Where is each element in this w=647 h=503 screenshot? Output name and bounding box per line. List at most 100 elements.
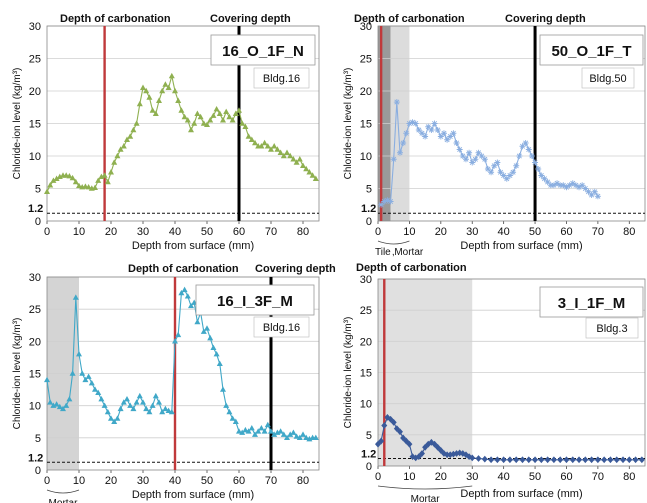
region-label: Mortar	[49, 498, 79, 503]
x-tick-label: 40	[498, 226, 510, 238]
data-point	[258, 424, 265, 431]
data-point	[456, 146, 463, 153]
panel-label: 50_O_1F_T	[551, 43, 631, 60]
data-point	[506, 172, 513, 179]
x-tick-label: 10	[73, 475, 85, 487]
threshold-label: 1.2	[28, 203, 43, 215]
data-point	[497, 169, 504, 176]
data-point	[60, 405, 66, 412]
data-point	[415, 127, 422, 133]
data-point	[453, 450, 460, 457]
data-point	[572, 182, 579, 189]
x-tick-label: 30	[466, 471, 478, 483]
data-point	[143, 87, 150, 94]
y-tick-label: 15	[360, 119, 372, 131]
plot-frame	[46, 276, 320, 471]
y-tick-label: 10	[360, 399, 372, 411]
data-point	[210, 112, 217, 118]
y-axis-label: Chloride-ion level (kg/m³)	[12, 318, 23, 430]
x-tick-label: 70	[265, 226, 277, 238]
data-point	[181, 113, 188, 120]
data-point	[188, 126, 194, 133]
data-point	[434, 127, 441, 133]
data-point	[626, 456, 633, 464]
data-point	[101, 172, 108, 178]
data-point	[475, 455, 482, 462]
data-point	[284, 434, 290, 441]
data-point	[563, 456, 570, 464]
data-point	[437, 133, 444, 140]
y-tick-label: 15	[360, 368, 372, 380]
data-point	[513, 456, 520, 464]
data-point	[264, 143, 271, 149]
data-point	[387, 415, 394, 423]
data-point	[92, 184, 98, 191]
data-point	[503, 175, 510, 182]
y-tick-label: 5	[35, 433, 41, 445]
data-point	[47, 399, 54, 405]
data-point	[469, 159, 476, 166]
y-axis-label: Chloride-ion level (kg/m³)	[12, 68, 23, 180]
data-point	[569, 456, 576, 464]
chart-panel-4: 0 5 10 15 20 25 30 0 10 20 30 40 50 60 70 80 1.2 Depth of…	[343, 262, 646, 503]
data-point	[510, 169, 517, 176]
data-point	[494, 159, 501, 166]
data-point	[53, 401, 60, 407]
data-point	[440, 450, 447, 457]
data-point	[506, 456, 513, 464]
data-point	[290, 156, 297, 162]
data-point	[191, 120, 198, 126]
data-point	[156, 399, 162, 405]
data-point	[300, 431, 306, 437]
data-point	[594, 456, 601, 464]
data-point	[300, 162, 306, 168]
data-point	[547, 182, 554, 189]
data-point	[175, 97, 182, 103]
data-point	[500, 172, 507, 179]
data-point	[453, 140, 460, 146]
data-point	[519, 456, 526, 464]
x-tick-label: 60	[233, 475, 245, 487]
data-point	[544, 456, 551, 464]
data-point	[284, 149, 290, 155]
data-point	[85, 184, 92, 190]
y-tick-label: 15	[29, 119, 41, 131]
carbonation-label: Depth of carbonation	[354, 13, 465, 25]
data-point	[277, 149, 284, 155]
series-line	[380, 101, 599, 206]
data-point	[293, 433, 300, 439]
y-tick-label: 10	[360, 151, 372, 163]
y-tick-label: 10	[29, 401, 41, 413]
data-point	[450, 130, 457, 137]
data-point	[560, 182, 567, 189]
x-tick-label: 20	[435, 471, 447, 483]
data-point	[290, 429, 297, 435]
chart-panel-1: 0 5 10 15 20 25 30 0 10 20 30 40 50 60 70 80 1.2 Depth of…	[12, 13, 320, 252]
data-point	[152, 392, 159, 399]
data-point	[393, 99, 400, 106]
x-tick-label: 80	[297, 226, 309, 238]
x-tick-label: 50	[529, 226, 541, 238]
data-point	[223, 108, 230, 114]
data-point	[216, 110, 223, 116]
data-point	[550, 182, 557, 189]
data-point	[309, 172, 316, 178]
x-axis-label: Depth from surface (mm)	[132, 489, 254, 501]
data-point	[188, 302, 194, 309]
data-point	[239, 120, 246, 126]
data-point	[532, 159, 539, 166]
data-point	[296, 156, 303, 162]
data-point	[53, 175, 60, 181]
data-point	[130, 405, 137, 412]
y-tick-label: 30	[29, 272, 41, 284]
data-point	[223, 402, 230, 408]
data-point	[535, 166, 542, 172]
data-point	[104, 178, 111, 185]
data-point	[557, 456, 564, 464]
data-point	[513, 162, 520, 169]
data-point	[491, 162, 498, 169]
data-point	[44, 188, 50, 194]
data-point	[213, 351, 220, 357]
data-point	[207, 117, 214, 123]
